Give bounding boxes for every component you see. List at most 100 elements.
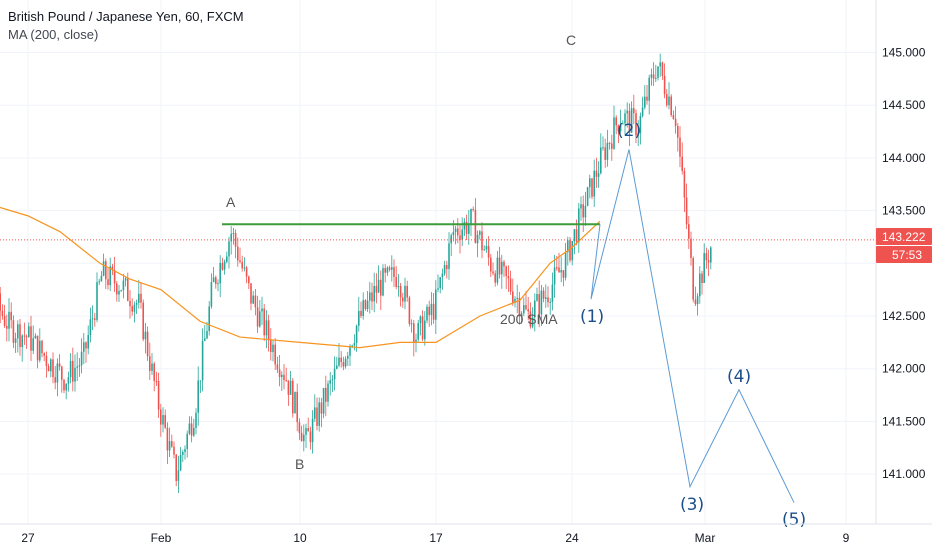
candle-body (672, 115, 675, 119)
candle-body (364, 300, 367, 309)
candle-body (314, 407, 316, 419)
wave-label: (4) (727, 367, 751, 387)
candle-body (14, 338, 17, 343)
candle-body (333, 368, 336, 380)
candle-body (679, 137, 681, 157)
candle-body (245, 267, 248, 277)
candle-body (564, 252, 567, 278)
candle-body (448, 243, 450, 270)
candle-body (0, 293, 2, 311)
candle-body (298, 422, 301, 433)
candle-body (43, 353, 45, 356)
last-price-value: 143.222 (882, 230, 926, 244)
candle-body (485, 246, 488, 250)
candle-body (19, 324, 21, 348)
candle-body (459, 235, 461, 240)
candle-body (120, 290, 122, 292)
candle-body (415, 339, 417, 343)
candle-body (184, 448, 186, 452)
wave-label: (1) (580, 307, 604, 327)
candle-body (674, 118, 677, 126)
candle-body (542, 290, 545, 299)
candle-body (87, 335, 89, 349)
candle-body (474, 209, 477, 244)
candle-body (454, 228, 457, 232)
elliott-wave-projection[interactable] (590, 149, 795, 503)
candle-body (377, 279, 380, 293)
candle-body (232, 233, 235, 235)
candle-body (556, 267, 558, 269)
candle-body (558, 267, 560, 273)
candle-body (692, 258, 694, 300)
candle-body (696, 296, 699, 305)
candle-body (78, 365, 81, 367)
candle-body (646, 96, 648, 101)
candle-body (384, 268, 386, 273)
candle-body (527, 309, 529, 312)
candle-body (666, 94, 668, 106)
candle-body (441, 273, 444, 278)
candle-body (600, 147, 602, 174)
candle-body (199, 380, 202, 382)
candle-body (690, 238, 692, 259)
candle-body (175, 454, 177, 481)
price-axis[interactable]: 145.000 144.500 144.000 143.500 142.500 142.0… (882, 46, 926, 482)
candle-body (498, 257, 501, 275)
pivot-label-a: A (226, 194, 236, 210)
candle-body (534, 300, 536, 318)
time-tick-label: Mar (695, 531, 716, 545)
candle-body (512, 291, 514, 303)
candle-body (252, 295, 254, 304)
candle-body (259, 311, 261, 327)
candle-body (652, 74, 655, 79)
candle-body (342, 362, 345, 367)
candle-body (571, 241, 573, 261)
candle-body (270, 339, 272, 353)
candle-body (505, 266, 507, 277)
candle-body (94, 318, 96, 320)
candle-body (457, 228, 459, 236)
candle-body (256, 307, 259, 327)
candle-body (168, 441, 171, 451)
candle-body (657, 66, 659, 78)
candle-body (219, 262, 221, 284)
candle-body (355, 325, 358, 344)
candle-body (267, 320, 270, 340)
wave-label: (5) (782, 510, 806, 530)
candle-body (45, 355, 48, 367)
wave-label: (3) (680, 495, 704, 515)
candle-body (69, 360, 72, 378)
candle-body (276, 364, 279, 370)
indicator-legend: MA (200, close) (8, 27, 99, 42)
candle-body (404, 285, 406, 302)
time-axis[interactable]: 27 Feb 10 17 24 Mar 9 (21, 531, 849, 545)
candle-body (549, 301, 551, 303)
candle-body (461, 229, 463, 240)
candle-body (329, 380, 331, 384)
candle-body (186, 433, 188, 449)
candle-body (659, 62, 661, 67)
candle-body (421, 316, 424, 340)
candle-body (635, 113, 637, 136)
candle-body (250, 283, 252, 304)
candle-body (644, 96, 646, 108)
candle-body (399, 286, 402, 298)
candle-body (307, 428, 309, 432)
candle-body (287, 380, 290, 395)
candle-body (263, 308, 265, 336)
candle-body (47, 366, 50, 372)
price-tick-label: 142.500 (882, 309, 926, 323)
candle-body (261, 308, 263, 312)
candle-body (602, 147, 604, 149)
candle-body (155, 380, 158, 382)
pivot-label-c: C (566, 32, 576, 48)
candle-body (320, 402, 323, 414)
candle-body (36, 335, 39, 361)
candle-body (254, 295, 257, 308)
candle-body (615, 117, 617, 126)
pivot-label-b: B (295, 456, 304, 472)
candle-body (705, 253, 708, 261)
candle-body (463, 221, 466, 230)
candle-body (177, 470, 180, 481)
